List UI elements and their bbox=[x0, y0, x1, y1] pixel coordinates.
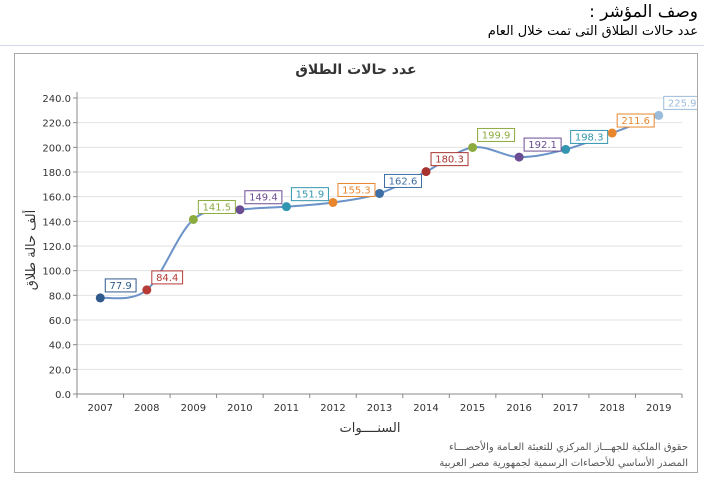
x-tick-label: 2012 bbox=[320, 403, 345, 414]
data-label: 151.9 bbox=[296, 190, 325, 201]
y-axis-title: ألف حالة طلاق bbox=[22, 210, 39, 290]
data-label-box bbox=[384, 173, 422, 188]
data-point bbox=[142, 285, 152, 295]
data-label-box bbox=[477, 127, 516, 142]
y-tick-label: 160.0 bbox=[42, 193, 71, 204]
data-label: 199.9 bbox=[482, 130, 511, 141]
data-label-box bbox=[616, 113, 655, 128]
data-point bbox=[235, 205, 245, 215]
data-point bbox=[468, 142, 478, 152]
credit-line-1: حقوق الملكية للجهـــاز المركزي للتعبئة ا… bbox=[448, 442, 688, 453]
data-label-box bbox=[290, 187, 329, 202]
x-tick-label: 2009 bbox=[181, 403, 206, 414]
x-tick-label: 2014 bbox=[413, 403, 438, 414]
data-label: 211.6 bbox=[621, 116, 650, 127]
x-tick-label: 2010 bbox=[227, 403, 252, 414]
y-tick-label: 200.0 bbox=[42, 143, 71, 154]
y-tick-label: 60.0 bbox=[49, 316, 71, 327]
x-tick-label: 2017 bbox=[553, 403, 578, 414]
data-point bbox=[188, 214, 198, 224]
y-tick-label: 120.0 bbox=[42, 242, 71, 253]
y-tick-label: 240.0 bbox=[42, 94, 71, 105]
data-point bbox=[421, 167, 431, 177]
y-tick-label: 80.0 bbox=[49, 291, 71, 302]
data-label-box bbox=[523, 137, 562, 152]
data-label: 198.3 bbox=[575, 132, 604, 143]
y-tick-label: 0.0 bbox=[55, 390, 71, 401]
data-point bbox=[561, 144, 571, 154]
x-tick-label: 2013 bbox=[367, 403, 392, 414]
x-tick-label: 2011 bbox=[274, 403, 299, 414]
chart-title: عدد حالات الطلاق bbox=[295, 62, 416, 78]
x-axis-title: السنــــوات bbox=[340, 421, 401, 436]
x-tick-label: 2018 bbox=[599, 403, 624, 414]
data-point bbox=[95, 293, 105, 303]
y-tick-label: 100.0 bbox=[42, 267, 71, 278]
x-tick-label: 2007 bbox=[88, 403, 113, 414]
x-tick-label: 2015 bbox=[460, 403, 485, 414]
x-tick-label: 2008 bbox=[134, 403, 159, 414]
data-label: 180.3 bbox=[435, 155, 464, 166]
data-label: 77.9 bbox=[110, 281, 132, 292]
data-label-box bbox=[244, 190, 283, 205]
data-point bbox=[607, 128, 617, 138]
data-point bbox=[281, 202, 291, 212]
data-label-box bbox=[570, 129, 609, 144]
data-label: 149.4 bbox=[249, 193, 278, 204]
y-tick-label: 140.0 bbox=[42, 217, 71, 228]
credit-line-2: المصدر الأساسي للأحصاءات الرسمية لجمهوري… bbox=[439, 458, 688, 469]
y-tick-label: 40.0 bbox=[49, 341, 71, 352]
data-point bbox=[654, 110, 664, 120]
data-label: 192.1 bbox=[528, 140, 557, 151]
data-label: 225.9 bbox=[668, 98, 697, 109]
data-point bbox=[514, 152, 524, 162]
data-label: 84.4 bbox=[156, 273, 178, 284]
data-label-box bbox=[151, 270, 184, 285]
data-label: 141.5 bbox=[203, 202, 232, 213]
y-tick-label: 20.0 bbox=[49, 365, 71, 376]
data-label-box bbox=[430, 152, 469, 167]
data-label-box bbox=[104, 278, 137, 293]
data-label-box bbox=[197, 199, 236, 214]
x-tick-label: 2016 bbox=[506, 403, 531, 414]
data-label: 162.6 bbox=[389, 176, 418, 187]
data-point bbox=[375, 188, 384, 198]
indicator-title: وصف المؤشر : bbox=[589, 2, 698, 22]
y-tick-label: 220.0 bbox=[42, 119, 71, 130]
data-label-box bbox=[337, 182, 376, 197]
header-divider bbox=[0, 45, 704, 46]
data-point bbox=[328, 197, 338, 207]
y-tick-label: 180.0 bbox=[42, 168, 71, 179]
line-chart: عدد حالات الطلاق 0.0 20.0 40.0 60.0 80.0 100.… bbox=[22, 62, 702, 436]
indicator-description: عدد حالات الطلاق التى تمت خلال العام bbox=[487, 24, 698, 39]
x-tick-label: 2019 bbox=[646, 403, 671, 414]
chart-frame: عدد حالات الطلاق 0.0 20.0 40.0 60.0 80.0 100.… bbox=[14, 53, 702, 473]
data-label: 155.3 bbox=[342, 185, 371, 196]
